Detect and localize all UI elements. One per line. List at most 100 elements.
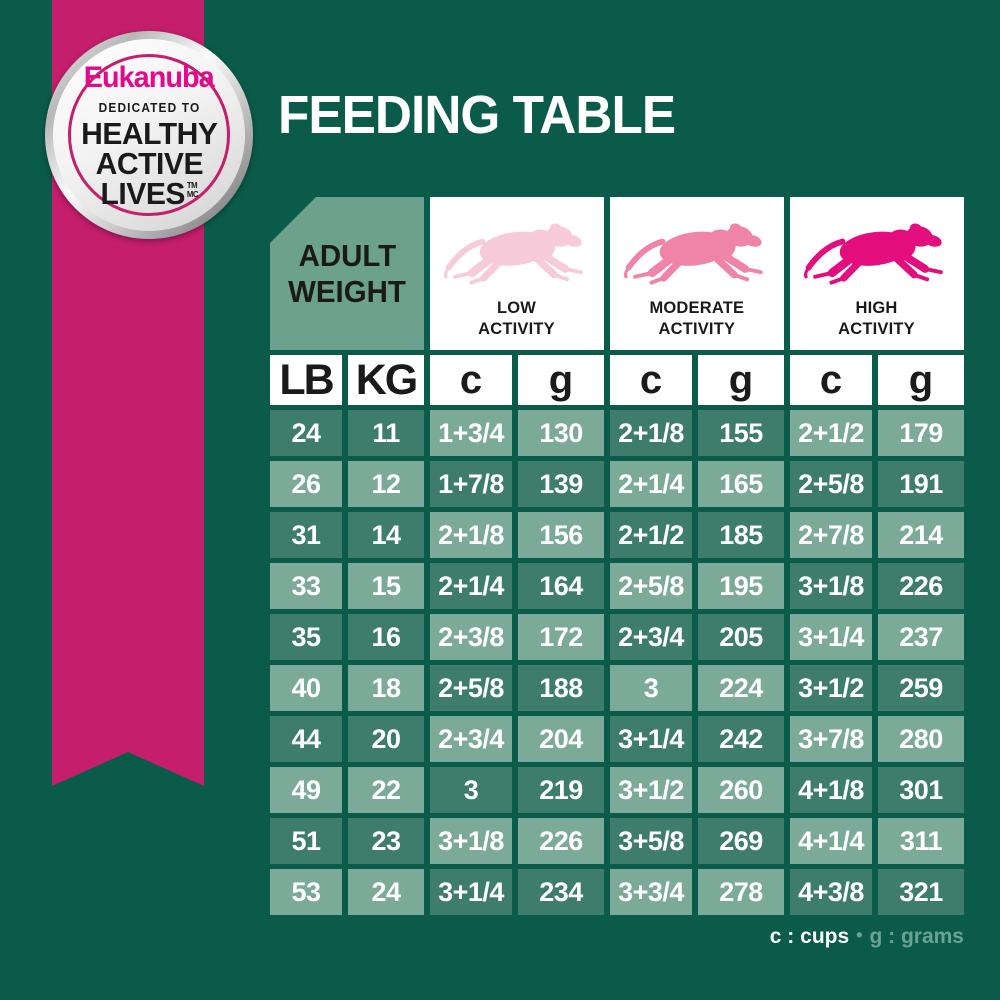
table-cell: 14 <box>348 512 424 558</box>
table-cell: 3+1/4 <box>790 614 872 660</box>
badge-line-active: ACTIVE <box>95 145 203 181</box>
column-header-grams-moderate: g <box>698 355 784 405</box>
table-cell: 2+1/8 <box>610 410 692 456</box>
table-cell: 44 <box>270 716 342 762</box>
table-cell: 179 <box>878 410 964 456</box>
badge-pink-ring <box>68 54 230 216</box>
table-cell: 3+1/2 <box>790 665 872 711</box>
adult-weight-header: ADULT WEIGHT <box>270 197 424 350</box>
table-cell: 20 <box>348 716 424 762</box>
table-cell: 51 <box>270 818 342 864</box>
table-cell: 226 <box>518 818 604 864</box>
table-cell: 237 <box>878 614 964 660</box>
table-cell: 3 <box>430 767 512 813</box>
table-cell: 3+1/4 <box>430 869 512 915</box>
running-dog-icon <box>801 208 953 296</box>
table-cell: 164 <box>518 563 604 609</box>
high-activity-header: HIGH ACTIVITY <box>790 197 964 350</box>
column-header-cups-moderate: c <box>610 355 692 405</box>
table-cell: 2+1/4 <box>610 461 692 507</box>
running-dog-icon <box>621 208 773 296</box>
brand-logo: Eukanuba <box>84 60 215 94</box>
legend-grams: g : grams <box>869 925 964 948</box>
column-header-grams-high: g <box>878 355 964 405</box>
table-cell: 26 <box>270 461 342 507</box>
low-activity-header: LOW ACTIVITY <box>430 197 604 350</box>
column-header-grams-low: g <box>518 355 604 405</box>
badge-tagline: DEDICATED TO <box>98 100 200 115</box>
table-cell: 165 <box>698 461 784 507</box>
table-cell: 23 <box>348 818 424 864</box>
table-cell: 3 <box>610 665 692 711</box>
table-cell: 259 <box>878 665 964 711</box>
table-cell: 3+5/8 <box>610 818 692 864</box>
table-cell: 31 <box>270 512 342 558</box>
table-cell: 214 <box>878 512 964 558</box>
feeding-grid: ADULT WEIGHT LOW ACTIVITY MODERATE ACTIV… <box>270 197 964 915</box>
table-cell: 24 <box>270 410 342 456</box>
legend-cups: c : cups <box>769 925 850 948</box>
table-cell: 321 <box>878 869 964 915</box>
table-cell: 130 <box>518 410 604 456</box>
trademark-mc: MC <box>186 190 199 200</box>
table-cell: 2+7/8 <box>790 512 872 558</box>
table-cell: 260 <box>698 767 784 813</box>
table-cell: 156 <box>518 512 604 558</box>
table-cell: 35 <box>270 614 342 660</box>
table-cell: 195 <box>698 563 784 609</box>
adult-weight-line: WEIGHT <box>288 273 406 309</box>
badge-line-lives: LIVES TM MC <box>100 176 199 212</box>
moderate-activity-label: MODERATE ACTIVITY <box>649 298 745 339</box>
table-cell: 172 <box>518 614 604 660</box>
table-cell: 269 <box>698 818 784 864</box>
table-cell: 4+1/4 <box>790 818 872 864</box>
column-header-cups-low: c <box>430 355 512 405</box>
badge-face: Eukanuba DEDICATED TO HEALTHY ACTIVE LIV… <box>53 39 245 231</box>
trademark-tm: TM <box>186 181 198 191</box>
low-activity-label: LOW ACTIVITY <box>478 298 556 339</box>
table-cell: 226 <box>878 563 964 609</box>
table-cell: 205 <box>698 614 784 660</box>
table-cell: 3+3/4 <box>610 869 692 915</box>
table-cell: 3+1/2 <box>610 767 692 813</box>
table-cell: 224 <box>698 665 784 711</box>
column-header-kg: KG <box>348 355 424 405</box>
units-legend: c : cups • g : grams <box>270 925 964 949</box>
table-cell: 280 <box>878 716 964 762</box>
table-cell: 2+5/8 <box>790 461 872 507</box>
table-cell: 3+1/8 <box>790 563 872 609</box>
table-cell: 11 <box>348 410 424 456</box>
table-cell: 2+3/4 <box>430 716 512 762</box>
table-cell: 4+3/8 <box>790 869 872 915</box>
table-cell: 12 <box>348 461 424 507</box>
table-cell: 4+1/8 <box>790 767 872 813</box>
table-cell: 2+3/4 <box>610 614 692 660</box>
table-cell: 3+1/8 <box>430 818 512 864</box>
adult-weight-line: ADULT <box>298 237 396 273</box>
table-cell: 234 <box>518 869 604 915</box>
table-cell: 2+5/8 <box>430 665 512 711</box>
column-header-lb: LB <box>270 355 342 405</box>
table-cell: 2+1/4 <box>430 563 512 609</box>
page-title: FEEDING TABLE <box>278 85 676 145</box>
table-cell: 1+7/8 <box>430 461 512 507</box>
table-cell: 3+7/8 <box>790 716 872 762</box>
table-cell: 242 <box>698 716 784 762</box>
table-cell: 139 <box>518 461 604 507</box>
high-activity-label: HIGH ACTIVITY <box>838 298 916 339</box>
table-cell: 2+3/8 <box>430 614 512 660</box>
running-dog-icon <box>441 208 593 296</box>
table-cell: 49 <box>270 767 342 813</box>
table-cell: 185 <box>698 512 784 558</box>
table-cell: 40 <box>270 665 342 711</box>
table-cell: 22 <box>348 767 424 813</box>
table-cell: 33 <box>270 563 342 609</box>
badge-line-healthy: HEALTHY <box>80 115 218 151</box>
table-cell: 278 <box>698 869 784 915</box>
eukanuba-badge: Eukanuba DEDICATED TO HEALTHY ACTIVE LIV… <box>45 31 253 239</box>
table-cell: 188 <box>518 665 604 711</box>
table-cell: 2+1/2 <box>790 410 872 456</box>
table-cell: 53 <box>270 869 342 915</box>
table-cell: 16 <box>348 614 424 660</box>
table-cell: 2+1/2 <box>610 512 692 558</box>
